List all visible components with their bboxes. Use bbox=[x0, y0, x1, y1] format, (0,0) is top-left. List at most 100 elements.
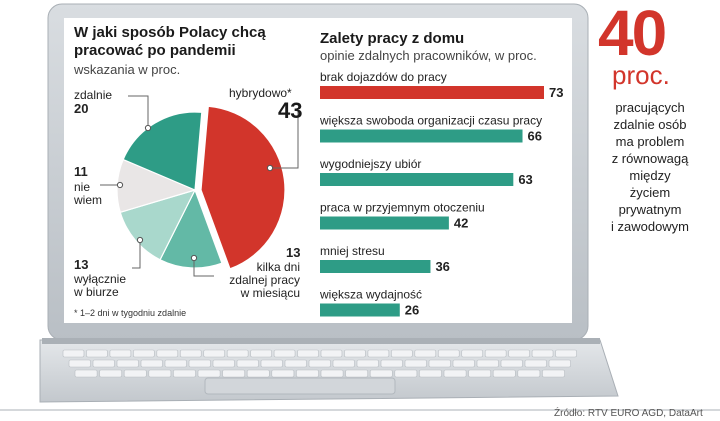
bars-subtitle: opinie zdalnych pracowników, w proc. bbox=[320, 48, 537, 63]
pie-footnote: * 1–2 dni w tygodniu zdalnie bbox=[74, 308, 187, 318]
keyboard-key bbox=[484, 349, 507, 358]
keyboard-key bbox=[500, 359, 523, 368]
bar-value: 63 bbox=[518, 172, 532, 187]
pie-chart bbox=[100, 95, 299, 277]
keyboard-key bbox=[133, 349, 155, 358]
bar-label: praca w przyjemnym otoczeniu bbox=[320, 201, 485, 215]
bar-value: 73 bbox=[549, 85, 563, 100]
keyboard bbox=[62, 349, 577, 378]
side-text-5: między bbox=[629, 168, 671, 183]
keyboard-key bbox=[517, 369, 541, 378]
keyboard-key bbox=[391, 349, 413, 358]
big-number-unit: proc. bbox=[612, 60, 670, 90]
keyboard-key bbox=[99, 369, 122, 378]
keyboard-key bbox=[492, 369, 516, 378]
keyboard-key bbox=[297, 349, 319, 358]
laptop-hinge bbox=[42, 338, 600, 344]
keyboard-key bbox=[414, 349, 437, 358]
bar-label: większa wydajność bbox=[319, 288, 422, 302]
keyboard-key bbox=[271, 369, 295, 378]
bar bbox=[320, 173, 514, 186]
pie-value-office: 13 bbox=[74, 257, 89, 272]
keyboard-key bbox=[109, 349, 132, 358]
keyboard-key bbox=[140, 359, 163, 368]
keyboard-key bbox=[226, 349, 249, 358]
pie-title-line2: pracować po pandemii bbox=[74, 42, 236, 59]
keyboard-key bbox=[394, 369, 418, 378]
leader-line-remote bbox=[128, 95, 149, 128]
keyboard-key bbox=[476, 359, 499, 368]
leader-dot bbox=[266, 164, 274, 172]
keyboard-key bbox=[203, 349, 225, 358]
side-text-2: zdalnie osób bbox=[613, 117, 687, 132]
side-text-4: z równowagą bbox=[611, 151, 689, 166]
bar-label: mniej stresu bbox=[320, 244, 385, 258]
keyboard-key bbox=[428, 359, 451, 368]
leader-dot bbox=[136, 236, 144, 244]
side-text-1: pracujących bbox=[615, 100, 685, 115]
pie-label-remote: zdalnie bbox=[74, 88, 113, 102]
keyboard-key bbox=[356, 359, 379, 368]
pie-value-dontknow: 11 bbox=[74, 164, 88, 179]
side-text-8: i zawodowym bbox=[610, 219, 690, 234]
keyboard-key bbox=[419, 369, 442, 378]
leader-dot bbox=[144, 124, 152, 132]
pie-label-hybrid: hybrydowo* bbox=[229, 86, 292, 100]
big-number: 40 bbox=[598, 0, 667, 69]
side-text-6: życiem bbox=[629, 185, 671, 200]
side-text-3: ma problem bbox=[615, 134, 685, 149]
bar-label: większa swoboda organizacji czasu pracy bbox=[319, 114, 542, 128]
pie-slice-hybrid bbox=[200, 105, 286, 270]
bar-label: brak dojazdów do pracy bbox=[320, 70, 447, 84]
keyboard-key bbox=[308, 359, 331, 368]
keyboard-key bbox=[179, 349, 202, 358]
keyboard-key bbox=[212, 359, 235, 368]
keyboard-key bbox=[320, 349, 343, 358]
bar bbox=[320, 86, 544, 99]
bar-value: 42 bbox=[454, 216, 468, 231]
keyboard-key bbox=[116, 359, 139, 368]
bars-title: Zalety pracy z domu bbox=[320, 30, 465, 47]
pie-label-fewdays-1: kilka dni bbox=[256, 260, 300, 274]
keyboard-key bbox=[548, 359, 571, 368]
side-text-7: prywatnym bbox=[618, 202, 682, 217]
leader-dot bbox=[190, 254, 198, 262]
bar bbox=[320, 129, 523, 143]
pie-label-office-2: w biurze bbox=[74, 285, 119, 299]
keyboard-key bbox=[273, 349, 296, 358]
keyboard-key bbox=[173, 369, 196, 378]
pie-title-line1: W jaki sposób Polacy chcą bbox=[74, 24, 266, 41]
pie-label-fewdays-2: zdalnej pracy bbox=[229, 273, 300, 287]
keyboard-key bbox=[443, 369, 467, 378]
keyboard-key bbox=[380, 359, 403, 368]
pie-label-dontknow-1: nie bbox=[74, 180, 91, 194]
keyboard-key bbox=[320, 369, 344, 378]
bar-value: 26 bbox=[405, 303, 419, 318]
keyboard-key bbox=[284, 359, 307, 368]
keyboard-key bbox=[344, 349, 366, 358]
keyboard-key bbox=[222, 369, 246, 378]
keyboard-key bbox=[437, 349, 460, 358]
pie-value-hybrid: 43 bbox=[278, 98, 303, 123]
pie-slice-remote bbox=[122, 111, 203, 191]
keyboard-key bbox=[555, 349, 577, 358]
keyboard-key bbox=[508, 349, 530, 358]
leader-line-fewdays bbox=[193, 258, 214, 277]
pie-value-fewdays: 13 bbox=[286, 245, 301, 260]
keyboard-key bbox=[367, 349, 390, 358]
keyboard-key bbox=[246, 369, 270, 378]
keyboard-key bbox=[68, 359, 91, 368]
bar-value: 36 bbox=[435, 259, 449, 274]
leader-line-hybrid bbox=[270, 108, 299, 169]
keyboard-key bbox=[197, 369, 221, 378]
keyboard-key bbox=[236, 359, 259, 368]
pie-slice-fewdays bbox=[159, 188, 223, 269]
keyboard-key bbox=[123, 369, 147, 378]
keyboard-key bbox=[461, 349, 483, 358]
keyboard-key bbox=[62, 349, 85, 358]
pie-subtitle: wskazania w proc. bbox=[74, 62, 181, 77]
keyboard-key bbox=[156, 349, 179, 358]
keyboard-key bbox=[164, 359, 187, 368]
